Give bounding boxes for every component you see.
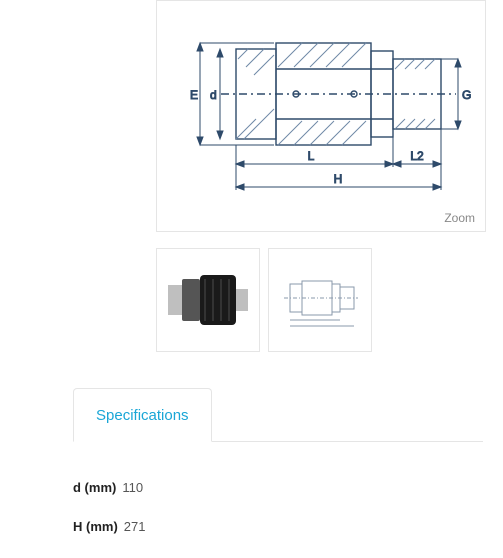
dim-G: G — [462, 88, 471, 102]
tab-bar: Specifications — [73, 388, 483, 442]
drawing-thumb-icon — [276, 270, 364, 330]
product-photo-icon — [164, 271, 252, 329]
spec-value: 110 — [122, 480, 143, 495]
thumbnail-row — [156, 248, 372, 352]
dim-E: E — [190, 88, 198, 102]
spec-value: 271 — [124, 519, 146, 534]
thumb-photo[interactable] — [156, 248, 260, 352]
main-image-frame: E d G L L2 — [156, 0, 486, 232]
zoom-label[interactable]: Zoom — [444, 211, 475, 225]
tab-label: Specifications — [96, 407, 189, 424]
tab-specifications[interactable]: Specifications — [73, 388, 212, 442]
spec-row: d (mm) 110 — [73, 480, 145, 495]
thumb-drawing[interactable] — [268, 248, 372, 352]
dim-d: d — [210, 88, 217, 102]
technical-drawing: E d G L L2 — [166, 9, 476, 204]
spec-label: H (mm) — [73, 519, 118, 534]
spec-list: d (mm) 110 H (mm) 271 — [73, 480, 145, 558]
dim-H: H — [334, 172, 343, 186]
spec-row: H (mm) 271 — [73, 519, 145, 534]
dim-L2: L2 — [410, 149, 424, 163]
spec-label: d (mm) — [73, 480, 116, 495]
dim-L: L — [308, 149, 315, 163]
